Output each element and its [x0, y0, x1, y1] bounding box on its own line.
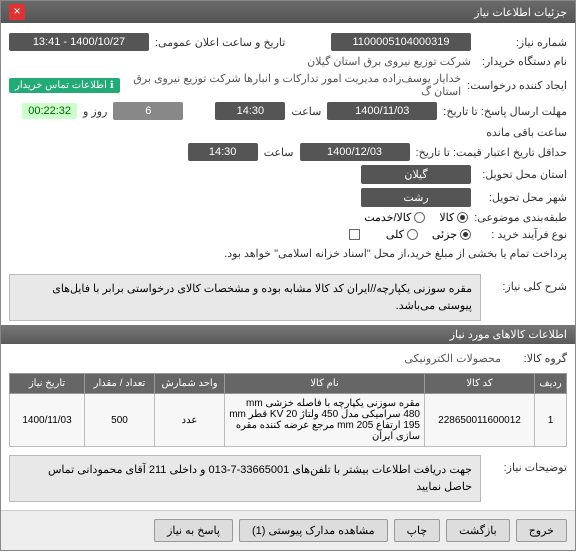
items-table: ردیف کد کالا نام کالا واحد شمارش تعداد /… [9, 373, 567, 447]
window: جزئیات اطلاعات نیاز × شماره نیاز: 110000… [0, 0, 576, 551]
col-index: ردیف [535, 374, 567, 394]
buyer-label: نام دستگاه خریدار: [477, 55, 567, 68]
print-button[interactable]: چاپ [394, 519, 441, 542]
table-row[interactable]: 1 228650011600012 مقره سوزنی یکپارچه با … [10, 394, 567, 447]
city-label: شهر محل تحویل: [477, 191, 567, 204]
radio-goods-service[interactable]: کالا/خدمت [364, 211, 425, 224]
cell-name: مقره سوزنی یکپارچه با فاصله خزشی mm 480 … [225, 394, 425, 447]
announce-label: تاریخ و ساعت اعلان عمومی: [155, 36, 285, 49]
radio-partial-label: جزئی [432, 228, 457, 241]
cell-index: 1 [535, 394, 567, 447]
radio-dot-icon [407, 229, 418, 240]
cell-code: 228650011600012 [425, 394, 535, 447]
valid-label: حداقل تاریخ اعتبار قیمت: تا تاریخ: [416, 146, 567, 159]
radio-dot-icon [414, 212, 425, 223]
radio-goods-label: کالا [439, 211, 454, 224]
notes-box: جهت دریافت اطلاعات بیشتر با تلفن‌های 336… [9, 455, 481, 502]
contact-btn-label: اطلاعات تماس خریدار [15, 80, 107, 91]
titlebar: جزئیات اطلاعات نیاز × [1, 1, 575, 23]
group-value: محصولات الکترونیکی [404, 352, 501, 365]
time-label-2: ساعت [264, 146, 294, 159]
radio-full[interactable]: کلی [386, 228, 418, 241]
exit-button[interactable]: خروج [516, 519, 567, 542]
requester-label: ایجاد کننده درخواست: [467, 79, 567, 92]
valid-time: 14:30 [188, 143, 258, 161]
items-section-bar: اطلاعات کالاهای مورد نیاز [1, 325, 575, 344]
col-name: نام کالا [225, 374, 425, 394]
col-unit: واحد شمارش [155, 374, 225, 394]
contact-info-button[interactable]: ℹ اطلاعات تماس خریدار [9, 78, 120, 93]
cell-unit: عدد [155, 394, 225, 447]
cell-qty: 500 [85, 394, 155, 447]
day-label: روز و [83, 105, 107, 118]
footer-buttons: پاسخ به نیاز مشاهده مدارک پیوستی (1) چاپ… [1, 510, 575, 550]
description-box: مقره سوزنی یکپارچه//ایران کد کالا مشابه … [9, 274, 481, 321]
city-value: رشت [361, 188, 471, 207]
radio-dot-icon [457, 212, 468, 223]
radio-goods[interactable]: کالا [439, 211, 468, 224]
purchase-note: پرداخت تمام یا بخشی از مبلغ خرید،از محل … [224, 247, 567, 260]
time-label-1: ساعت [291, 105, 321, 118]
need-no-label: شماره نیاز: [477, 36, 567, 49]
purchase-radio-group: جزئی کلی [386, 228, 471, 241]
table-header-row: ردیف کد کالا نام کالا واحد شمارش تعداد /… [10, 374, 567, 394]
countdown-timer: 00:22:32 [22, 103, 77, 119]
valid-date: 1400/12/03 [300, 143, 410, 161]
info-icon: ℹ [110, 80, 114, 91]
category-label: طبقه‌بندی موضوعی: [474, 211, 567, 224]
radio-service-label: کالا/خدمت [364, 211, 411, 224]
need-no-value: 1100005104000319 [331, 33, 471, 51]
notes-label: توضیحات نیاز: [487, 455, 567, 474]
deadline-label: مهلت ارسال پاسخ: تا تاریخ: [443, 105, 567, 118]
province-value: گیلان [361, 165, 471, 184]
window-title: جزئیات اطلاعات نیاز [474, 6, 567, 19]
radio-full-label: کلی [386, 228, 404, 241]
radio-dot-icon [460, 229, 471, 240]
cell-date: 1400/11/03 [10, 394, 85, 447]
close-icon[interactable]: × [9, 4, 25, 20]
return-button[interactable]: بازگشت [446, 519, 510, 542]
group-label: گروه کالا: [507, 352, 567, 365]
buyer-value: شرکت توزیع نیروی برق استان گیلان [307, 55, 471, 68]
radio-partial[interactable]: جزئی [432, 228, 471, 241]
form-area: شماره نیاز: 1100005104000319 تاریخ و ساع… [1, 23, 575, 270]
deadline-time: 14:30 [215, 102, 285, 120]
attachments-button[interactable]: مشاهده مدارک پیوستی (1) [239, 519, 388, 542]
announce-value: 1400/10/27 - 13:41 [9, 33, 149, 51]
treasury-checkbox[interactable] [349, 229, 360, 240]
remain-label: ساعت باقی مانده [486, 126, 567, 139]
deadline-date: 1400/11/03 [327, 102, 437, 120]
desc-title: شرح کلی نیاز: [487, 274, 567, 293]
category-radio-group: کالا کالا/خدمت [364, 211, 468, 224]
purchase-type-label: نوع فرآیند خرید : [477, 228, 567, 241]
days-value: 6 [113, 102, 183, 120]
col-code: کد کالا [425, 374, 535, 394]
province-label: استان محل تحویل: [477, 168, 567, 181]
col-date: تاریخ نیاز [10, 374, 85, 394]
col-qty: تعداد / مقدار [85, 374, 155, 394]
requester-value: خدایار یوسف‌زاده مدیریت امور تدارکات و ا… [126, 72, 462, 98]
respond-button[interactable]: پاسخ به نیاز [154, 519, 233, 542]
